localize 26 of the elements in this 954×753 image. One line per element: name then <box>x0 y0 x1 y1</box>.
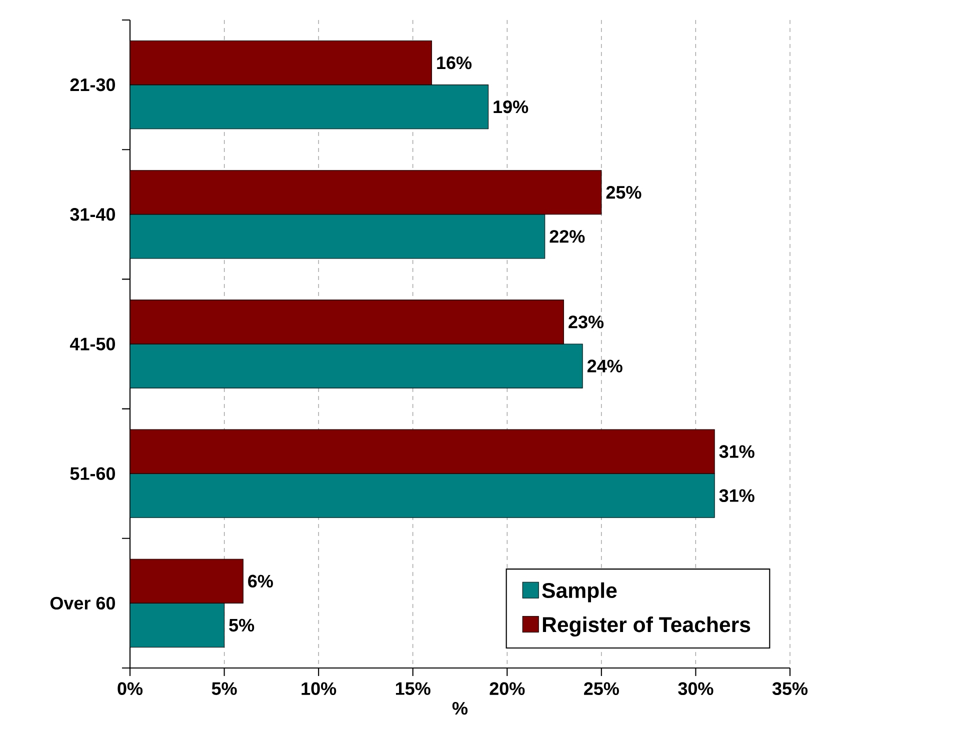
x-tick-label: 35% <box>772 682 808 696</box>
legend-label: Sample <box>542 582 617 602</box>
x-tick-label: 10% <box>302 682 336 695</box>
x-axis-title: % <box>452 702 468 715</box>
y-tick-label: 51-60 <box>70 467 116 480</box>
x-tick-label: 15% <box>396 682 430 695</box>
x-tick-label: 20% <box>490 682 525 695</box>
y-tick-label: 31-40 <box>70 208 116 221</box>
data-label: 22% <box>550 230 585 243</box>
x-tick-label: 30% <box>678 682 714 696</box>
data-label: 5% <box>229 618 254 632</box>
data-label: 23% <box>568 316 604 328</box>
y-tick-label: 41-50 <box>70 338 116 350</box>
data-label: 6% <box>248 574 273 588</box>
y-tick-label: 21-30 <box>70 78 116 92</box>
x-tick-label: 5% <box>212 682 237 695</box>
data-label: 31% <box>719 489 754 502</box>
x-tick-label: 25% <box>584 682 619 695</box>
data-label: 16% <box>437 56 472 70</box>
y-tick-label: Over 60 <box>50 596 115 610</box>
data-label: 24% <box>587 360 622 372</box>
data-label: 19% <box>494 100 528 114</box>
data-label: 31% <box>719 445 754 458</box>
x-tick-label: 0% <box>118 682 143 695</box>
data-label: 25% <box>606 186 642 199</box>
legend-label: Register of Teachers <box>542 616 750 637</box>
